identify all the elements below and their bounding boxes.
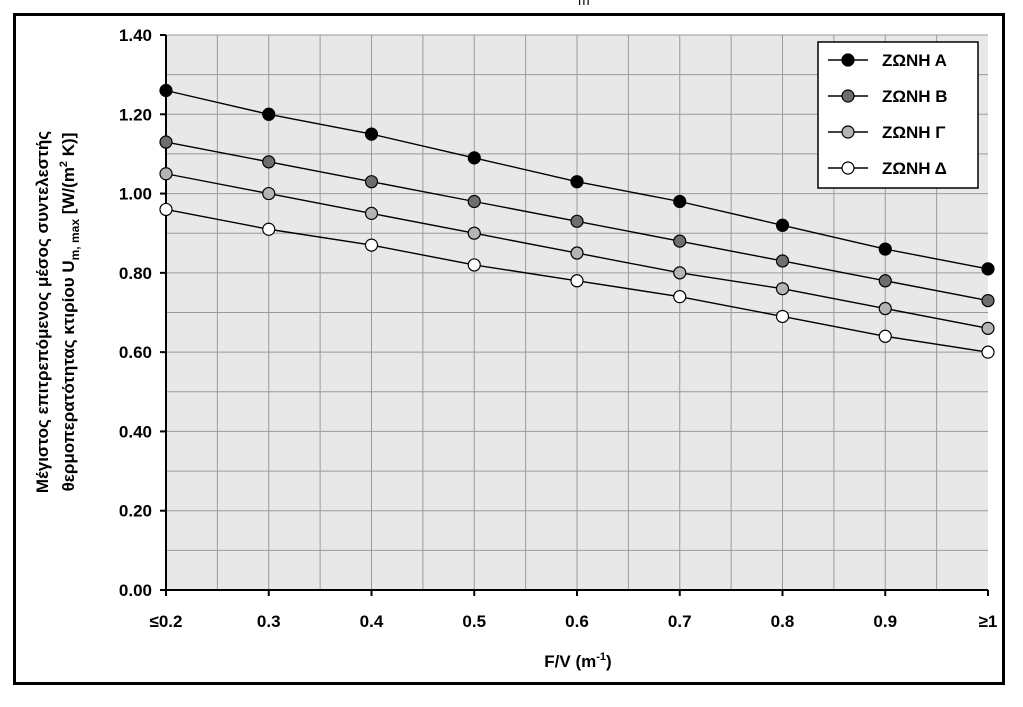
x-tick-label: 0.4 <box>360 612 384 631</box>
y-tick-label: 1.40 <box>119 26 152 45</box>
y-tick-label: 0.80 <box>119 264 152 283</box>
data-point <box>878 242 892 256</box>
y-tick-label: 1.00 <box>119 185 152 204</box>
data-point <box>673 194 687 209</box>
data-point <box>570 274 584 288</box>
x-tick-label: 0.3 <box>257 612 281 631</box>
y-tick-label: 0.60 <box>119 343 152 362</box>
data-point <box>364 238 379 252</box>
legend-marker <box>841 161 855 175</box>
y-axis-label: Μέγιστος επιτρεπόμενος μέσος συντελεστής… <box>33 131 82 493</box>
data-point <box>262 155 276 169</box>
x-tick-label: 0.6 <box>565 612 589 631</box>
data-point <box>467 258 481 272</box>
y-axis-label-line2-sub: m, max <box>68 219 82 261</box>
data-point <box>262 107 276 121</box>
y-axis-label-line2-prefix: θερμοπερατότητας κτιρίου U <box>59 260 78 491</box>
data-point <box>878 329 892 343</box>
data-point <box>775 218 790 232</box>
data-point <box>775 254 790 268</box>
data-point <box>570 175 584 189</box>
data-point <box>981 262 995 276</box>
data-point <box>262 186 276 201</box>
data-point <box>159 83 173 98</box>
x-tick-label: ≤0.2 <box>150 612 183 631</box>
grid-lines <box>166 34 988 590</box>
legend-marker <box>841 89 855 103</box>
top-text-fragment: m <box>578 0 590 8</box>
x-tick-label: ≥1 <box>979 612 998 631</box>
x-tick-label: 0.7 <box>668 612 692 631</box>
data-point <box>775 282 790 296</box>
legend-label: ΖΩΝΗ Γ <box>882 123 946 142</box>
x-tick-label: 0.8 <box>771 612 795 631</box>
data-point <box>364 127 379 141</box>
data-point <box>981 345 995 359</box>
x-axis-label-end: ) <box>606 652 612 671</box>
y-tick-label: 0.20 <box>119 502 152 521</box>
y-tick-label: 0.40 <box>119 422 152 441</box>
x-axis-label: F/V (m-1) <box>544 651 611 671</box>
data-point <box>981 294 995 308</box>
legend-marker <box>841 125 855 139</box>
data-point <box>159 202 173 217</box>
y-tick-label: 0.00 <box>119 581 152 600</box>
x-tick-labels: ≤0.2 0.3 0.4 0.5 0.6 0.7 0.8 0.9 ≥1 <box>150 590 998 631</box>
x-tick-label: 0.9 <box>873 612 897 631</box>
data-point <box>364 175 379 189</box>
data-point <box>364 206 379 220</box>
y-tick-labels: 0.00 0.20 0.40 0.60 0.80 1.00 1.20 1.40 <box>119 26 166 600</box>
data-point <box>570 246 584 260</box>
legend-marker <box>841 53 855 67</box>
y-axis-label-line2-mid: [W/(m <box>59 167 78 219</box>
data-point <box>570 214 584 228</box>
legend-label: ΖΩΝΗ Α <box>882 51 947 70</box>
data-point <box>467 226 481 240</box>
legend-label: ΖΩΝΗ Β <box>882 87 948 106</box>
y-axis-label-line2: θερμοπερατότητας κτιρίου Um, max [W/(m2 … <box>58 133 82 492</box>
legend: ΖΩΝΗ Α ΖΩΝΗ Β ΖΩΝΗ Γ ΖΩΝΗ Δ <box>817 41 979 189</box>
y-axis-label-line2-sup: 2 <box>58 161 70 167</box>
legend-label: ΖΩΝΗ Δ <box>882 159 947 178</box>
data-point <box>673 266 687 280</box>
x-tick-label: 0.5 <box>462 612 486 631</box>
data-point <box>467 194 481 209</box>
data-point <box>981 321 995 335</box>
data-point <box>467 151 481 165</box>
data-point <box>673 234 687 248</box>
data-point <box>159 167 173 181</box>
series-points <box>159 83 995 359</box>
data-point <box>878 274 892 288</box>
x-axis-label-main: F/V (m <box>544 652 596 671</box>
data-point <box>878 301 892 316</box>
data-point <box>775 309 790 324</box>
y-axis-label-line2-end: K)] <box>59 133 78 161</box>
y-tick-label: 1.20 <box>119 105 152 124</box>
x-axis-label-sup: -1 <box>596 651 606 663</box>
data-point <box>673 290 687 304</box>
data-point <box>262 222 276 236</box>
y-axis-label-line1: Μέγιστος επιτρεπόμενος μέσος συντελεστής <box>33 131 52 493</box>
data-point <box>159 135 173 149</box>
